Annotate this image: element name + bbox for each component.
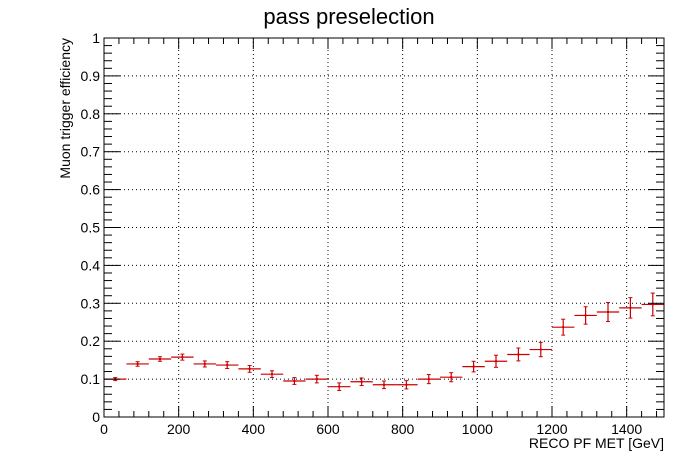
- x-tick-label: 1400: [611, 421, 642, 437]
- point-marker: [136, 362, 139, 366]
- grid-lines: [104, 38, 664, 417]
- data-point: [260, 370, 284, 379]
- y-tick-label: 0.9: [81, 68, 101, 84]
- data-point: [283, 377, 306, 385]
- y-tick-label: 0.5: [81, 220, 101, 236]
- data-point: [641, 292, 664, 317]
- point-marker: [338, 385, 341, 388]
- x-tick-label: 800: [391, 421, 415, 437]
- y-tick-label: 0.2: [81, 333, 101, 349]
- data-point: [126, 361, 149, 367]
- point-marker: [562, 325, 565, 329]
- axis-ticks: [103, 37, 664, 418]
- point-marker: [584, 314, 587, 317]
- point-marker: [270, 372, 274, 376]
- data-point: [193, 360, 216, 368]
- data-point: [440, 372, 463, 383]
- data-point: [148, 356, 172, 362]
- data-point: [619, 297, 642, 319]
- point-marker: [517, 353, 520, 356]
- data-point: [216, 361, 239, 369]
- x-tick-labels: 0 200 400 600 800 1000 1200 1400: [100, 421, 642, 437]
- y-tick-label: 1: [92, 30, 100, 46]
- point-marker: [203, 362, 206, 366]
- point-marker: [293, 379, 296, 383]
- point-marker: [539, 348, 542, 351]
- y-axis-label: Muon trigger efficiency: [57, 38, 73, 179]
- point-marker: [651, 303, 654, 306]
- data-points: [104, 292, 664, 391]
- x-tick-label: 400: [242, 421, 266, 437]
- data-point: [529, 341, 552, 358]
- x-tick-label: 200: [167, 421, 191, 437]
- y-tick-labels: 0 0.1 0.2 0.3 0.4 0.5 0.6 0.7 0.8 0.9 1: [81, 30, 101, 425]
- y-tick-label: 0.4: [81, 257, 101, 273]
- point-marker: [248, 367, 251, 371]
- point-marker: [226, 363, 229, 367]
- y-tick-label: 0.3: [81, 295, 101, 311]
- data-point: [171, 353, 194, 361]
- point-marker: [606, 310, 610, 314]
- chart-title: pass preselection: [263, 4, 434, 29]
- point-marker: [450, 376, 453, 379]
- data-point: [507, 347, 530, 362]
- data-point: [372, 380, 396, 390]
- data-point: [328, 382, 351, 391]
- point-marker: [360, 380, 363, 383]
- y-tick-label: 0.7: [81, 144, 101, 160]
- x-tick-label: 600: [316, 421, 340, 437]
- y-tick-label: 0.6: [81, 182, 101, 198]
- x-tick-label: 1000: [462, 421, 493, 437]
- point-marker: [405, 383, 408, 386]
- data-point: [350, 377, 373, 387]
- data-point: [484, 354, 508, 368]
- data-point: [462, 360, 485, 373]
- point-marker: [427, 377, 430, 381]
- data-point: [574, 306, 597, 325]
- point-marker: [382, 383, 386, 386]
- y-tick-label: 0.1: [81, 371, 101, 387]
- point-marker: [494, 360, 498, 363]
- data-point: [395, 380, 418, 390]
- x-tick-label: 0: [100, 421, 108, 437]
- point-marker: [158, 357, 162, 361]
- x-axis-label: RECO PF MET [GeV]: [529, 435, 664, 451]
- y-tick-label: 0: [92, 409, 100, 425]
- data-point: [238, 364, 261, 373]
- y-tick-label: 0.8: [81, 106, 101, 122]
- point-marker: [181, 355, 184, 359]
- data-point: [552, 318, 575, 336]
- data-point: [596, 302, 620, 322]
- point-marker: [472, 365, 475, 368]
- x-tick-label: 1200: [536, 421, 567, 437]
- data-point: [305, 374, 328, 384]
- point-marker: [315, 377, 318, 381]
- point-marker: [629, 306, 632, 310]
- data-point: [417, 374, 440, 385]
